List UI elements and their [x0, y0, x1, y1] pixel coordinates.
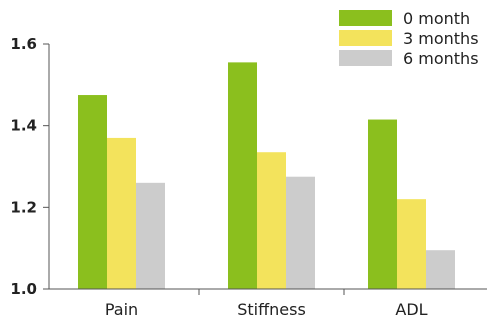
legend-label: 6 months: [403, 49, 479, 68]
legend-swatch: [339, 50, 392, 66]
y-tick-label: 1.4: [10, 117, 37, 135]
x-category-label: Pain: [105, 300, 138, 319]
x-category-label: Stiffness: [237, 300, 306, 319]
y-axis: 1.0 1.2 1.4 1.6: [10, 35, 50, 298]
bar-stiffness-2: [257, 152, 286, 289]
bars-group: [78, 62, 455, 290]
bar-adl-3: [426, 250, 455, 289]
legend-swatch: [339, 10, 392, 26]
bar-adl-1: [368, 119, 397, 290]
bar-stiffness-3: [286, 176, 315, 289]
legend-label: 3 months: [403, 29, 479, 48]
legend-label: 0 month: [403, 9, 470, 28]
x-category-label: ADL: [395, 300, 427, 319]
x-axis: Pain Stiffness ADL: [105, 289, 428, 319]
bar-stiffness-1: [228, 62, 257, 289]
bar-pain-3: [136, 182, 165, 289]
legend-swatch: [339, 30, 392, 46]
y-tick-label: 1.0: [10, 280, 37, 298]
y-tick-label: 1.2: [10, 198, 37, 216]
bar-pain-2: [107, 137, 136, 289]
bar-pain-1: [78, 95, 107, 290]
bar-adl-2: [397, 199, 426, 289]
y-tick-label: 1.6: [10, 35, 37, 53]
